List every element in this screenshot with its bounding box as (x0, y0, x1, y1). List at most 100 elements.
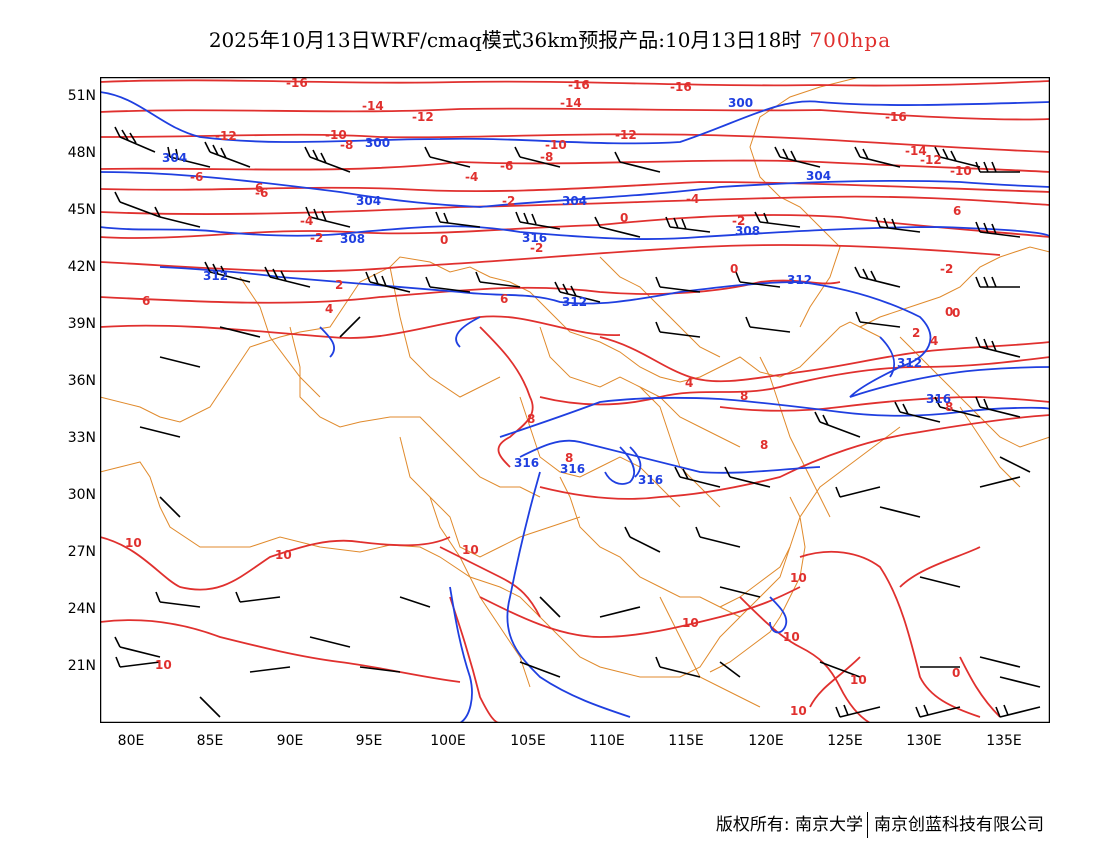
temp-label: -2 (502, 194, 515, 208)
temp-label: 0 (620, 211, 628, 225)
temp-label: 4 (685, 376, 693, 390)
temp-label: -14 (362, 99, 384, 113)
temp-label: -2 (732, 214, 745, 228)
height-label: 312 (562, 295, 587, 309)
copyright: 版权所有: 南京大学 南京创蓝科技有限公司 (716, 810, 1044, 838)
temp-label: -10 (325, 128, 347, 142)
temp-label: -8 (540, 150, 553, 164)
temp-label: -4 (300, 214, 313, 228)
temp-label: -6 (190, 170, 203, 184)
temp-label: 8 (760, 438, 768, 452)
title-main: 2025年10月13日WRF/cmaq模式36km预报产品:10月13日18时 (208, 28, 802, 52)
temp-label: 6 (500, 292, 508, 306)
temp-label: -14 (905, 144, 927, 158)
lat-label: 42N (67, 259, 96, 275)
lon-label: 135E (986, 733, 1022, 749)
temperature-contours (100, 79, 1050, 723)
temp-label: -12 (615, 128, 637, 142)
temp-label: -12 (412, 110, 434, 124)
height-label: 304 (562, 194, 587, 208)
lon-label: 115E (668, 733, 704, 749)
lat-label: 51N (67, 88, 96, 104)
height-label: 312 (203, 269, 228, 283)
temp-label: 0 (440, 233, 448, 247)
temp-label: 0 (952, 306, 960, 320)
height-contours (100, 91, 1050, 723)
temp-label: -4 (465, 170, 478, 184)
lon-label: 130E (906, 733, 942, 749)
temp-label: 6 (142, 294, 150, 308)
map-border (100, 77, 1050, 723)
height-label: 308 (340, 232, 365, 246)
lon-label: 90E (276, 733, 304, 749)
height-label: 308 (735, 224, 760, 238)
temp-label: 0 (952, 666, 960, 680)
copyright-university: 南京大学 (795, 815, 863, 835)
border-lines (100, 77, 1050, 708)
temp-label: 4 (325, 302, 333, 316)
lat-label: 33N (67, 430, 96, 446)
height-label: 316 (522, 231, 547, 245)
copyright-separator (867, 812, 868, 838)
height-label: 316 (926, 392, 951, 406)
lat-label: 45N (67, 202, 96, 218)
height-label: 316 (560, 462, 585, 476)
lon-label: 110E (589, 733, 625, 749)
temp-label: 10 (783, 630, 800, 644)
height-label: 316 (638, 473, 663, 487)
temp-label: -2 (310, 231, 323, 245)
temp-label: -10 (950, 164, 972, 178)
chart-title: 2025年10月13日WRF/cmaq模式36km预报产品:10月13日18时 7… (0, 24, 1100, 53)
lat-label: 39N (67, 316, 96, 332)
lon-label: 125E (827, 733, 863, 749)
temp-label: 10 (462, 543, 479, 557)
temp-label: -6 (500, 159, 513, 173)
temp-label: -8 (340, 138, 353, 152)
temp-label: 8 (945, 400, 953, 414)
height-label: 304 (162, 151, 187, 165)
lon-label: 80E (117, 733, 145, 749)
temp-label: 4 (930, 334, 938, 348)
height-label: 300 (365, 136, 390, 150)
temp-label: 10 (790, 704, 807, 718)
lat-label: 27N (67, 544, 96, 560)
temp-label: 6 (255, 181, 263, 195)
temp-label: -4 (686, 192, 699, 206)
temp-label: -16 (885, 110, 907, 124)
temp-label: 8 (565, 451, 573, 465)
height-label: 304 (806, 169, 831, 183)
temp-label: -2 (530, 241, 543, 255)
lat-label: 30N (67, 487, 96, 503)
temp-label: 10 (275, 548, 292, 562)
lat-label: 48N (67, 145, 96, 161)
temp-label: 2 (912, 326, 920, 340)
copyright-company: 南京创蓝科技有限公司 (874, 815, 1044, 835)
temp-label: -12 (215, 129, 237, 143)
temp-label: -12 (920, 153, 942, 167)
temp-label: 2 (335, 278, 343, 292)
height-labels: 300 300 304 304 304 304 308 308 312 312 … (162, 96, 951, 487)
copyright-owner-label: 版权所有: (715, 815, 790, 835)
lat-label: 24N (67, 601, 96, 617)
temperature-labels: -16 -16 -16 -16 -14 -14 -14 -12 -12 -12 … (125, 77, 972, 718)
lon-label: 100E (430, 733, 466, 749)
temp-label: 10 (155, 658, 172, 672)
lon-label: 85E (196, 733, 224, 749)
height-label: 300 (728, 96, 753, 110)
temp-label: -16 (286, 77, 308, 90)
lon-label: 120E (748, 733, 784, 749)
temp-label: -14 (560, 96, 582, 110)
wind-barbs (114, 126, 1041, 718)
lon-label: 105E (510, 733, 546, 749)
temp-label: -16 (568, 78, 590, 92)
height-label: 316 (514, 456, 539, 470)
temp-label: 10 (125, 536, 142, 550)
height-label: 312 (897, 356, 922, 370)
temp-label: 8 (527, 412, 535, 426)
lat-label: 36N (67, 373, 96, 389)
temp-label: -16 (670, 80, 692, 94)
height-label: 312 (787, 273, 812, 287)
temp-label: 8 (740, 389, 748, 403)
temp-label: 10 (790, 571, 807, 585)
temp-label: 0 (945, 305, 953, 319)
